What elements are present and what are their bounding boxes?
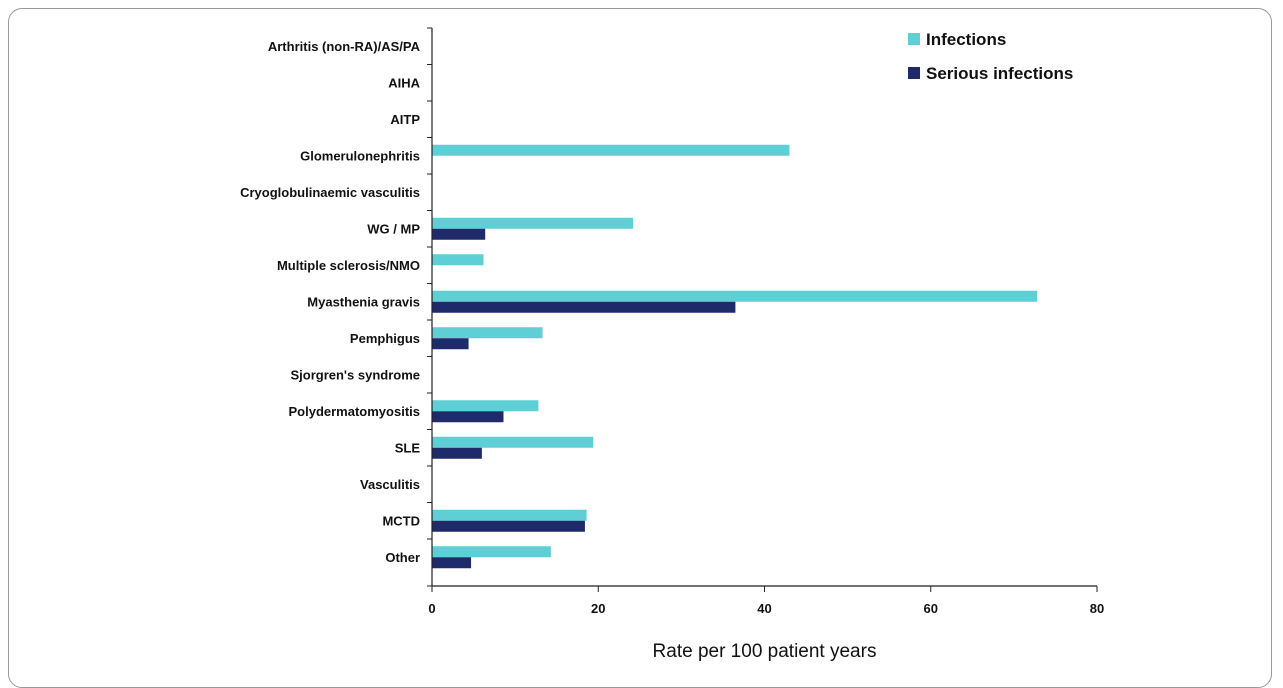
category-label: Arthritis (non-RA)/AS/PA <box>268 39 421 54</box>
bar-serious-infections <box>432 301 736 313</box>
category-label: AITP <box>390 112 420 127</box>
bar-infections <box>432 290 1038 302</box>
bar-infections <box>432 436 594 448</box>
figure-frame <box>8 8 1272 688</box>
bar-serious-infections <box>432 338 469 350</box>
legend: Infections Serious infections <box>908 30 1073 83</box>
category-label: Glomerulonephritis <box>300 148 420 163</box>
bar-serious-infections <box>432 411 504 423</box>
category-label: Cryoglobulinaemic vasculitis <box>240 185 420 200</box>
bar-serious-infections <box>432 447 482 459</box>
category-label: WG / MP <box>367 221 420 236</box>
bars-group <box>432 144 1038 569</box>
x-tick-label: 0 <box>428 601 435 616</box>
category-label: MCTD <box>382 513 420 528</box>
legend-swatch <box>908 33 920 45</box>
x-ticks: 0 20 40 60 80 <box>428 586 1104 616</box>
bar-infections <box>432 217 634 229</box>
category-labels: Arthritis (non-RA)/AS/PA AIHA AITP Glomerul… <box>240 27 432 587</box>
category-label: Myasthenia gravis <box>307 294 420 309</box>
category-label: Pemphigus <box>350 331 420 346</box>
category-label: Multiple sclerosis/NMO <box>277 258 420 273</box>
bar-serious-infections <box>432 520 585 532</box>
category-label: Other <box>385 550 420 565</box>
legend-swatch <box>908 67 920 79</box>
bar-serious-infections <box>432 228 486 240</box>
category-label: Polydermatomyositis <box>289 404 421 419</box>
x-tick-label: 40 <box>757 601 771 616</box>
x-tick-label: 80 <box>1090 601 1104 616</box>
legend-label: Serious infections <box>926 64 1073 83</box>
category-label: SLE <box>395 440 421 455</box>
bar-infections <box>432 546 551 558</box>
category-label: Sjorgren's syndrome <box>290 367 420 382</box>
bar-infections <box>432 400 539 412</box>
x-tick-label: 60 <box>924 601 938 616</box>
x-tick-label: 20 <box>591 601 605 616</box>
bar-infections <box>432 509 587 521</box>
bar-infections <box>432 254 484 266</box>
category-label: Vasculitis <box>360 477 420 492</box>
bar-infections <box>432 327 543 339</box>
bar-infections <box>432 144 790 156</box>
x-axis-title: Rate per 100 patient years <box>653 641 877 662</box>
legend-label: Infections <box>926 30 1006 49</box>
bar-chart: Arthritis (non-RA)/AS/PA AIHA AITP Glomerul… <box>240 27 1104 662</box>
bar-serious-infections <box>432 557 472 569</box>
category-label: AIHA <box>388 75 420 90</box>
